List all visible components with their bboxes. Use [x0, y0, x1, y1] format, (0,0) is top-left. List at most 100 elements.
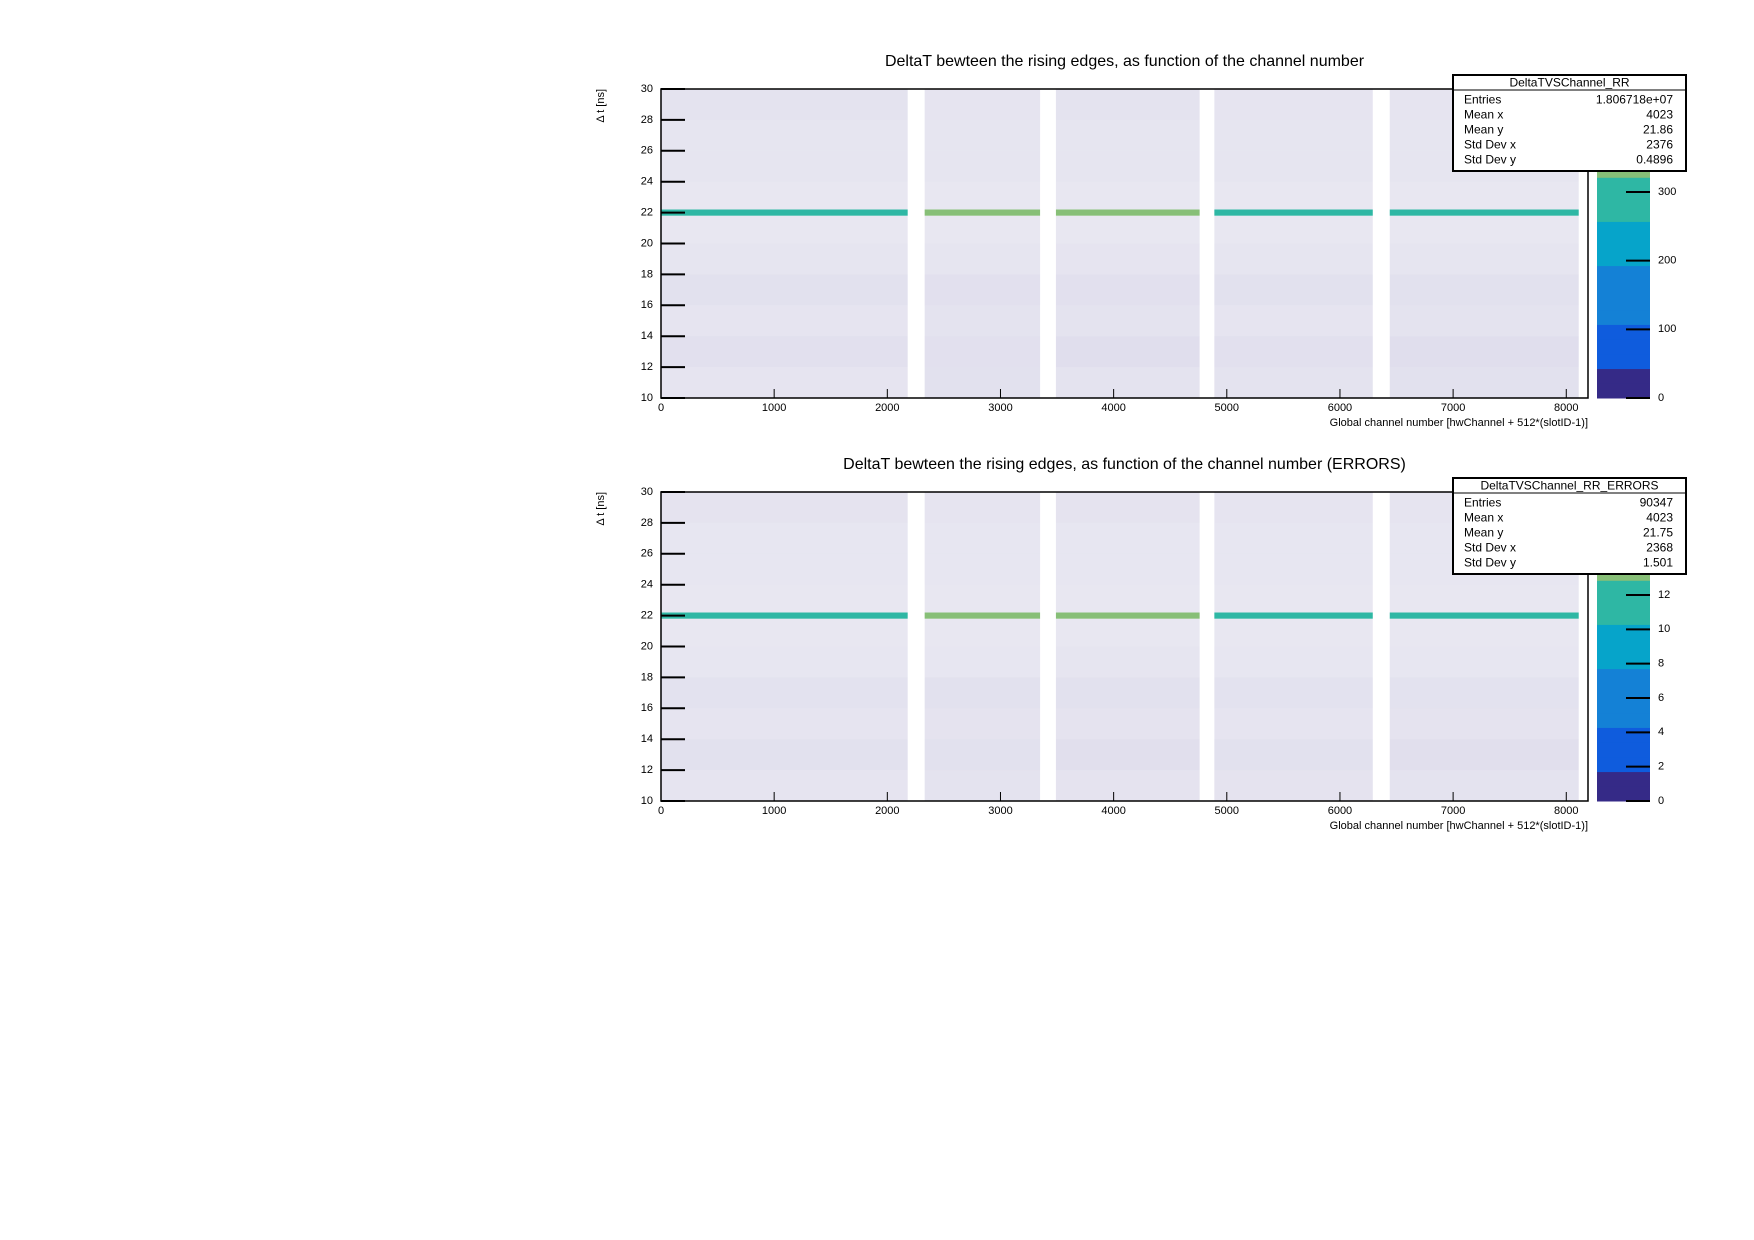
colorbar-step — [1597, 771, 1650, 787]
heatmap-cell — [1389, 336, 1579, 368]
heatmap-cell — [924, 618, 1041, 647]
heatmap-cell — [1055, 209, 1200, 216]
heatmap-cell — [924, 367, 1041, 398]
colorbar-step — [1597, 221, 1650, 237]
x-tick-label: 8000 — [1554, 805, 1578, 817]
heatmap-cell — [1055, 89, 1200, 120]
heatmap-cell — [1389, 612, 1579, 619]
colorbar-step — [1597, 324, 1650, 340]
heatmap-cell — [924, 646, 1041, 678]
heatmap-cell — [1214, 584, 1373, 613]
heatmap-cell — [661, 305, 908, 337]
heatmap-cell — [661, 89, 908, 120]
colorbar-step — [1597, 353, 1650, 370]
stats-label: Mean y — [1464, 123, 1503, 137]
stats-value: 4023 — [1646, 511, 1673, 525]
heatmap-cell — [1055, 739, 1200, 771]
stats-label: Mean x — [1464, 108, 1503, 122]
colorbar-tick-label: 4 — [1658, 726, 1664, 738]
heatmap-cell — [924, 181, 1041, 210]
heatmap-cell — [1214, 522, 1373, 554]
stats-box — [1452, 74, 1687, 172]
heatmap-cell — [924, 584, 1041, 613]
colorbar-step — [1597, 383, 1650, 399]
heatmap-cell — [1389, 646, 1579, 678]
heatmap-cell — [924, 553, 1041, 585]
stats-title: DeltaTVSChannel_RR_ERRORS — [1480, 479, 1658, 493]
colorbar-step — [1597, 742, 1650, 758]
y-tick-label: 18 — [641, 671, 653, 683]
x-tick-label: 7000 — [1441, 805, 1465, 817]
heatmap-cell — [1214, 367, 1373, 398]
stats-label: Std Dev x — [1464, 138, 1516, 152]
colorbar-step — [1597, 609, 1650, 625]
heatmap-cell — [924, 243, 1041, 275]
colorbar-tick-label: 0 — [1658, 392, 1664, 404]
colorbar-tick-label: 6 — [1658, 692, 1664, 704]
heatmap-cell — [1055, 305, 1200, 337]
heatmap-cell — [1214, 215, 1373, 244]
heatmap-cell — [661, 553, 908, 585]
stats-value: 2368 — [1646, 541, 1673, 555]
stats-label: Std Dev x — [1464, 541, 1516, 555]
x-tick-label: 0 — [658, 805, 664, 817]
colorbar-step — [1597, 580, 1650, 596]
heatmap-cell — [661, 215, 908, 244]
colorbar-step — [1597, 192, 1650, 208]
heatmap-cell — [924, 739, 1041, 771]
colorbar-step — [1597, 339, 1650, 355]
heatmap-cell — [1055, 336, 1200, 368]
heatmap-cell — [1055, 646, 1200, 678]
heatmap-cell — [1055, 584, 1200, 613]
y-tick-label: 24 — [641, 579, 653, 591]
heatmap-cell — [1214, 209, 1373, 216]
stats-label: Mean y — [1464, 526, 1503, 540]
x-tick-label: 3000 — [988, 402, 1012, 414]
heatmap-cell — [1389, 584, 1579, 613]
heatmap-cell — [1214, 739, 1373, 771]
heatmap-cell — [1055, 119, 1200, 151]
heatmap-cell — [924, 770, 1041, 801]
chart-title: DeltaT bewteen the rising edges, as func… — [843, 456, 1406, 473]
y-tick-label: 30 — [641, 83, 653, 95]
heatmap-cell — [1055, 492, 1200, 523]
heatmap-cell — [1055, 274, 1200, 306]
heatmap-cell — [1055, 181, 1200, 210]
colorbar-step — [1597, 683, 1650, 699]
y-tick-label: 12 — [641, 764, 653, 776]
stats-label: Entries — [1464, 93, 1501, 107]
heatmap-cell — [1389, 618, 1579, 647]
colorbar-step — [1597, 206, 1650, 222]
heatmap-cell — [1214, 181, 1373, 210]
x-tick-label: 5000 — [1215, 805, 1239, 817]
heatmap-cell — [1214, 677, 1373, 709]
stats-box — [1452, 477, 1687, 575]
x-tick-label: 3000 — [988, 805, 1012, 817]
stats-value: 0.4896 — [1636, 153, 1673, 167]
colorbar-tick-label: 12 — [1658, 589, 1670, 601]
y-tick-label: 16 — [641, 299, 653, 311]
heatmap-cell — [661, 243, 908, 275]
colorbar-step — [1597, 295, 1650, 311]
stats-value: 90347 — [1640, 496, 1674, 510]
heatmap-cell — [1389, 367, 1579, 398]
colorbar-step — [1597, 653, 1650, 670]
heatmap-cell — [1214, 305, 1373, 337]
heatmap-cell — [661, 150, 908, 182]
x-axis-label: Global channel number [hwChannel + 512*(… — [1330, 820, 1588, 832]
heatmap-cell — [661, 119, 908, 151]
heatmap-cell — [661, 492, 908, 523]
heatmap-cell — [924, 150, 1041, 182]
y-tick-label: 14 — [641, 330, 653, 342]
heatmap-cell — [661, 770, 908, 801]
heatmap-cell — [1214, 492, 1373, 523]
heatmap-cell — [661, 612, 908, 619]
heatmap-cell — [1214, 119, 1373, 151]
heatmap-cell — [661, 522, 908, 554]
colorbar-step — [1597, 639, 1650, 655]
y-tick-label: 18 — [641, 268, 653, 280]
heatmap-cell — [1389, 677, 1579, 709]
colorbar-tick-label: 100 — [1658, 323, 1676, 335]
heatmap-cell — [661, 618, 908, 647]
